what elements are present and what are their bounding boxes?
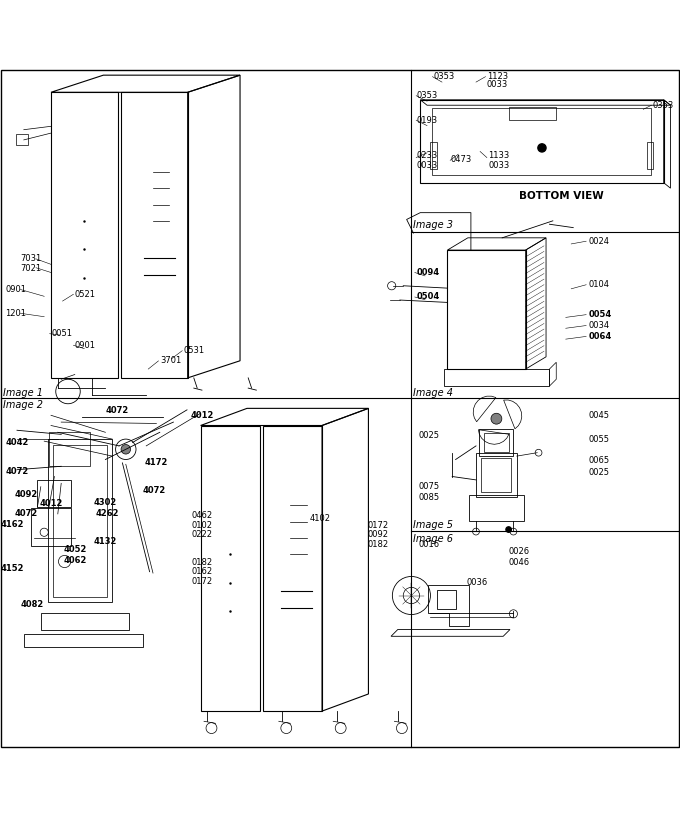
Text: 4072: 4072: [5, 467, 29, 475]
Text: 4042: 4042: [5, 438, 29, 447]
Circle shape: [538, 144, 546, 152]
Text: 0094: 0094: [416, 268, 439, 277]
Bar: [37, 480, 71, 507]
Text: 0531: 0531: [184, 346, 205, 355]
Text: 0172: 0172: [192, 577, 213, 586]
Text: 0182: 0182: [367, 540, 388, 549]
Circle shape: [491, 413, 502, 424]
Bar: [24, 634, 143, 646]
Text: Image 5: Image 5: [413, 520, 454, 529]
Text: Image 2: Image 2: [3, 400, 43, 410]
Text: 0054: 0054: [588, 310, 611, 319]
Text: 0222: 0222: [192, 530, 213, 539]
Text: 0025: 0025: [418, 431, 439, 440]
Bar: [31, 508, 71, 546]
Text: 0521: 0521: [75, 290, 96, 299]
Text: 0045: 0045: [588, 411, 609, 420]
Bar: [447, 250, 526, 369]
Text: 0075: 0075: [418, 481, 439, 490]
Text: 0104: 0104: [588, 280, 609, 289]
Text: 0233: 0233: [416, 151, 437, 160]
Text: 4012: 4012: [39, 499, 63, 508]
Text: 4072: 4072: [15, 509, 38, 518]
Bar: [484, 433, 509, 452]
Text: 4262: 4262: [95, 509, 119, 518]
Bar: [479, 429, 513, 456]
Text: 0473: 0473: [450, 155, 471, 164]
Text: 1201: 1201: [5, 309, 27, 318]
Text: 0353: 0353: [434, 72, 455, 81]
Text: Image 3: Image 3: [413, 221, 454, 230]
Text: 4092: 4092: [15, 489, 38, 498]
Text: 7021: 7021: [20, 264, 41, 273]
Text: 0162: 0162: [192, 567, 213, 576]
Text: 0065: 0065: [588, 456, 609, 465]
Text: 0901: 0901: [75, 341, 96, 350]
Text: 1123: 1123: [487, 72, 508, 81]
Text: 0033: 0033: [416, 161, 437, 170]
Text: 0055: 0055: [588, 435, 609, 444]
Bar: [647, 142, 653, 169]
Text: 0092: 0092: [367, 530, 388, 539]
Bar: [444, 369, 549, 386]
Text: 0182: 0182: [192, 558, 213, 567]
Bar: [476, 453, 517, 497]
Text: 1133: 1133: [488, 151, 509, 160]
Text: 0462: 0462: [192, 511, 213, 520]
Bar: [430, 142, 437, 169]
Bar: [509, 106, 556, 120]
Text: 4072: 4072: [105, 406, 129, 415]
Bar: [437, 590, 456, 609]
Text: 0172: 0172: [367, 521, 388, 530]
Text: 0033: 0033: [487, 80, 508, 89]
Text: 4162: 4162: [1, 520, 24, 529]
Text: 0024: 0024: [588, 237, 609, 246]
Bar: [49, 432, 90, 467]
Text: BOTTOM VIEW: BOTTOM VIEW: [519, 191, 604, 201]
Text: 4062: 4062: [63, 556, 86, 565]
Text: 0033: 0033: [488, 161, 509, 170]
Text: 7031: 7031: [20, 254, 41, 263]
Text: 4302: 4302: [94, 498, 117, 507]
Text: 0026: 0026: [509, 547, 530, 556]
Bar: [16, 135, 28, 145]
Circle shape: [121, 444, 131, 454]
Text: 0025: 0025: [588, 468, 609, 477]
Text: 0353: 0353: [653, 100, 674, 109]
Text: 0051: 0051: [51, 329, 72, 338]
Text: Image 1: Image 1: [3, 387, 43, 398]
Bar: [41, 613, 129, 630]
Text: 4082: 4082: [20, 600, 44, 609]
Text: 4172: 4172: [145, 458, 168, 467]
Text: Image 6: Image 6: [413, 534, 454, 544]
Text: 0504: 0504: [416, 292, 439, 301]
Text: Image 4: Image 4: [413, 387, 454, 398]
Text: 3701: 3701: [160, 356, 181, 365]
Text: 4152: 4152: [1, 564, 24, 573]
Text: 0064: 0064: [588, 332, 611, 341]
Text: 0046: 0046: [509, 558, 530, 567]
Bar: [432, 108, 651, 175]
Bar: [481, 458, 511, 492]
Text: 4012: 4012: [190, 411, 214, 420]
Text: 0085: 0085: [418, 493, 439, 502]
Text: 0102: 0102: [192, 521, 213, 530]
Text: 0034: 0034: [588, 321, 609, 330]
Text: 0016: 0016: [418, 540, 439, 549]
Text: 4102: 4102: [309, 514, 330, 523]
Text: 4052: 4052: [63, 546, 86, 555]
Text: 4072: 4072: [143, 485, 166, 494]
Bar: [420, 100, 664, 183]
Bar: [48, 439, 112, 602]
Text: 0193: 0193: [416, 116, 437, 125]
Text: 0901: 0901: [5, 285, 27, 294]
Text: 4132: 4132: [94, 537, 117, 546]
Text: 0036: 0036: [466, 578, 488, 587]
Circle shape: [506, 527, 511, 532]
Text: 0353: 0353: [416, 92, 437, 100]
Bar: [53, 444, 107, 597]
Bar: [469, 495, 524, 520]
